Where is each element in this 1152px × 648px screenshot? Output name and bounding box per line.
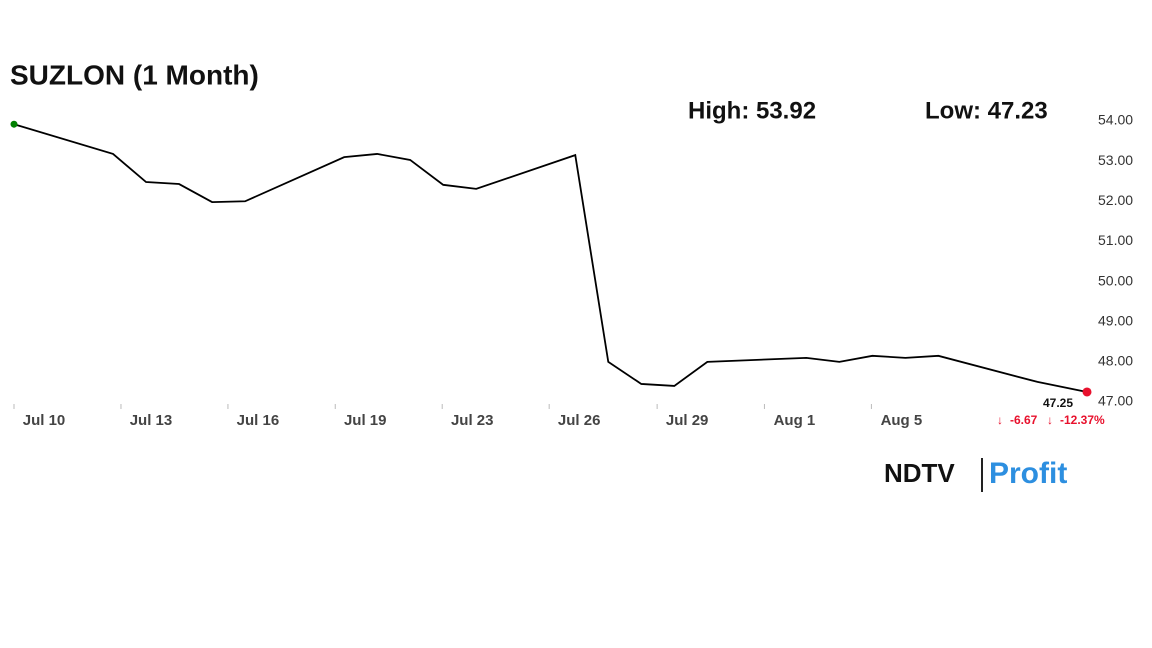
price-line	[13, 123, 1088, 393]
logo-ndtv: NDTV	[884, 458, 955, 488]
x-tick-label: Jul 10	[23, 412, 66, 429]
x-tick-label: Jul 23	[451, 412, 494, 429]
arrow: ↓	[997, 413, 1003, 427]
start-point	[10, 120, 18, 128]
arrow: ↓	[1047, 413, 1053, 427]
last-value-label: 47.25	[1043, 396, 1073, 410]
x-tick-label: Jul 29	[666, 412, 709, 429]
x-tick-label: Jul 26	[558, 412, 601, 429]
y-tick-label: 51.00	[1098, 232, 1133, 248]
y-tick-label: 52.00	[1098, 192, 1133, 208]
change: ↓ -6.67 ↓ -12.37%	[997, 413, 1105, 427]
x-tick-label: Jul 13	[130, 412, 173, 429]
logo-profit: Profit	[989, 457, 1067, 490]
x-tick-label: Jul 19	[344, 412, 387, 429]
x-tick-label: Aug 1	[774, 412, 816, 429]
low-label: Low: 47.23	[925, 97, 1048, 124]
y-tick-label: 54.00	[1098, 112, 1133, 128]
y-tick-label: 49.00	[1098, 312, 1133, 328]
chart-title: SUZLON (1 Month)	[10, 59, 259, 90]
change-value: -6.67	[1010, 413, 1038, 427]
high-label: High: 53.92	[688, 97, 816, 124]
end-point	[1082, 387, 1092, 397]
x-tick-label: Aug 5	[881, 412, 923, 429]
x-tick-label: Jul 16	[237, 412, 280, 429]
change-pct: -12.37%	[1060, 413, 1105, 427]
y-tick-label: 50.00	[1098, 272, 1133, 288]
y-tick-label: 47.00	[1098, 393, 1133, 409]
y-tick-label: 53.00	[1098, 152, 1133, 168]
y-tick-label: 48.00	[1098, 353, 1133, 369]
